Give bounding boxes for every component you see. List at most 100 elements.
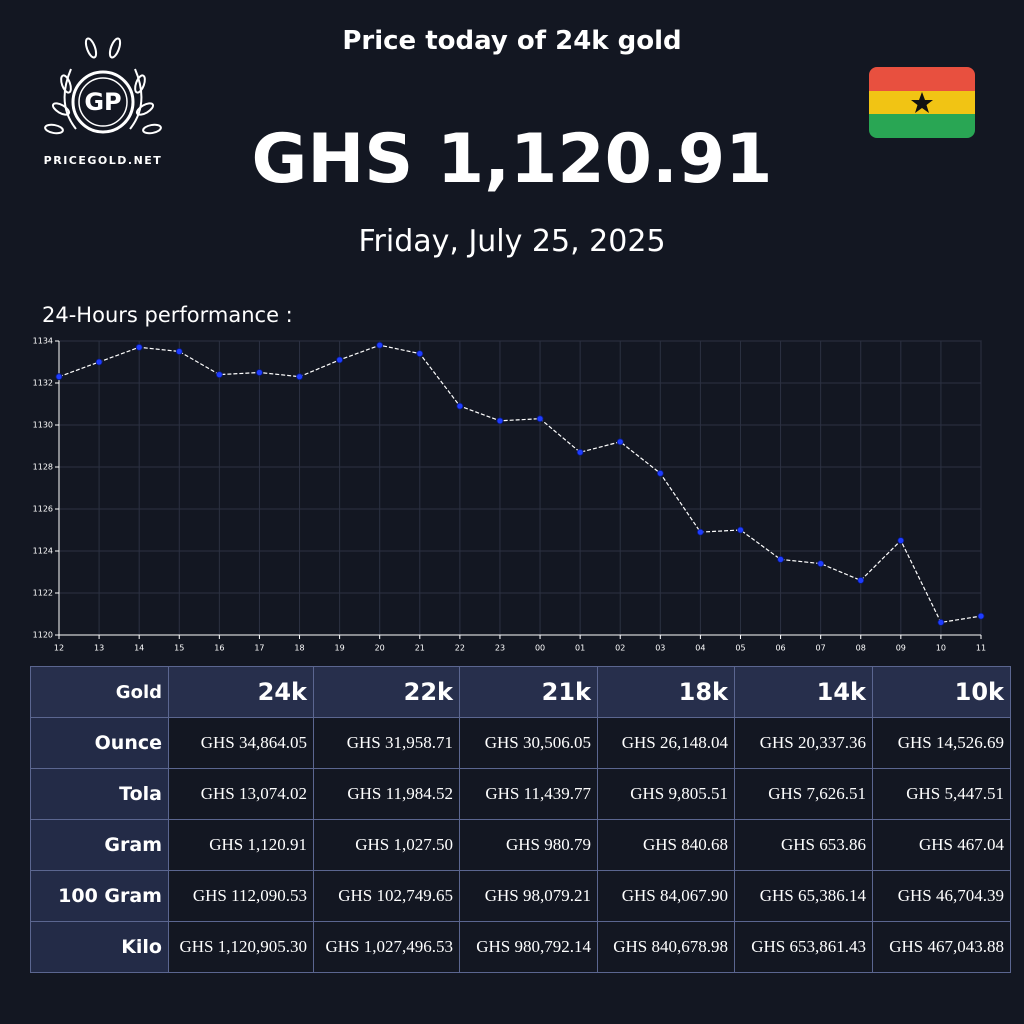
y-tick-label: 1128	[33, 463, 53, 472]
row-label: Ounce	[30, 717, 169, 769]
price-cell: GHS 1,120.91	[168, 819, 314, 871]
point	[777, 555, 784, 563]
table-row: Tola GHS 13,074.02 GHS 11,984.52 GHS 11,439…	[30, 768, 1011, 820]
point	[296, 373, 303, 381]
table-row: Gram GHS 1,120.91 GHS 1,027.50 GHS 980.79 GH…	[30, 819, 1011, 871]
point	[336, 356, 344, 364]
x-tick-label: 07	[816, 644, 826, 653]
point	[656, 469, 664, 477]
price-cell: GHS 7,626.51	[734, 768, 873, 820]
header-cell: 18k	[597, 666, 735, 718]
x-tick-label: 05	[735, 644, 745, 653]
price-cell: GHS 1,027.50	[313, 819, 460, 871]
point	[55, 373, 63, 381]
price: GHS 1,120.91	[251, 120, 773, 199]
y-tick-label: 1124	[33, 547, 53, 556]
x-tick-label: 11	[976, 644, 986, 653]
price-cell: GHS 102,749.65	[313, 870, 460, 922]
point	[696, 528, 704, 536]
table-row: Kilo GHS 1,120,905.30 GHS 1,027,496.53 GHS …	[30, 921, 1011, 973]
x-tick-label: 10	[936, 644, 946, 653]
y-tick-label: 1130	[33, 421, 53, 430]
price-cell: GHS 30,506.05	[459, 717, 598, 769]
y-tick-label: 1120	[33, 631, 53, 640]
x-tick-label: 19	[335, 644, 345, 653]
x-tick-label: 21	[415, 644, 425, 653]
y-tick-label: 1134	[33, 337, 53, 346]
logo: GP	[44, 37, 162, 135]
x-tick-label: 17	[254, 644, 264, 653]
price-cell: GHS 840.68	[597, 819, 735, 871]
x-tick-label: 09	[896, 644, 906, 653]
x-tick-label: 08	[856, 644, 866, 653]
line	[58, 344, 982, 624]
price-cell: GHS 5,447.51	[872, 768, 1011, 820]
chart-title: 24-Hours performance :	[42, 303, 293, 327]
point	[376, 341, 384, 349]
point	[536, 415, 544, 423]
price-table: Gold 24k 22k 21k 18k 14k 10k Ounce GHS 34,864.05…	[30, 666, 1011, 973]
point	[215, 371, 223, 378]
price-cell: GHS 11,439.77	[459, 768, 598, 820]
x-tick-label: 23	[495, 644, 505, 653]
x-tick-label: 00	[535, 644, 545, 653]
point	[857, 576, 865, 584]
header-cell: Gold	[30, 666, 169, 718]
x-tick-label: 03	[655, 644, 665, 653]
plot-area	[58, 340, 982, 636]
x-tick-label: 16	[214, 644, 224, 653]
x-tick-label: 02	[615, 644, 625, 653]
price-cell: GHS 9,805.51	[597, 768, 735, 820]
price-cell: GHS 653,861.43	[734, 921, 873, 973]
point	[496, 417, 504, 425]
point	[416, 350, 424, 358]
header-cell: 10k	[872, 666, 1011, 718]
x-tick-label: 01	[575, 644, 585, 653]
x-tick-label: 13	[94, 644, 104, 653]
x-tick-label: 20	[375, 644, 385, 653]
price-cell: GHS 31,958.71	[313, 717, 460, 769]
price-cell: GHS 840,678.98	[597, 921, 735, 973]
point	[576, 448, 584, 456]
point	[256, 369, 263, 376]
x-tick-label: 22	[455, 644, 465, 653]
price-cell: GHS 98,079.21	[459, 870, 598, 922]
flag	[869, 67, 975, 138]
x-tick-label: 04	[695, 644, 705, 653]
point	[175, 348, 183, 355]
x-tick-label: 14	[134, 644, 144, 653]
point	[616, 438, 624, 446]
x-tick-label: 15	[174, 644, 184, 653]
row-label: Gram	[30, 819, 169, 871]
price-cell: GHS 980,792.14	[459, 921, 598, 973]
date: Friday, July 25, 2025	[358, 224, 666, 259]
y-tick-label: 1126	[33, 505, 53, 514]
price-cell: GHS 20,337.36	[734, 717, 873, 769]
header-cell: 14k	[734, 666, 873, 718]
point	[937, 618, 945, 626]
header-cell: 21k	[459, 666, 598, 718]
x-tick-label: 18	[294, 644, 304, 653]
table-row: Ounce GHS 34,864.05 GHS 31,958.71 GHS 30,50…	[30, 717, 1011, 769]
point	[817, 560, 825, 568]
price-cell: GHS 46,704.39	[872, 870, 1011, 922]
y-tick-label: 1122	[33, 589, 53, 598]
logo-initials: GP	[84, 88, 121, 116]
header-cell: 24k	[168, 666, 314, 718]
title: Price today of 24k gold	[342, 26, 682, 56]
price-cell: GHS 467.04	[872, 819, 1011, 871]
price-cell: GHS 980.79	[459, 819, 598, 871]
header-cell: 22k	[313, 666, 460, 718]
price-cell: GHS 26,148.04	[597, 717, 735, 769]
point	[977, 612, 985, 620]
price-cell: GHS 84,067.90	[597, 870, 735, 922]
point	[456, 402, 464, 410]
point	[95, 358, 103, 366]
price-cell: GHS 13,074.02	[168, 768, 314, 820]
price-cell: GHS 65,386.14	[734, 870, 873, 922]
x-tick-label: 12	[54, 644, 64, 653]
y-tick-label: 1132	[33, 379, 53, 388]
price-cell: GHS 112,090.53	[168, 870, 314, 922]
x-tick-label: 06	[775, 644, 785, 653]
